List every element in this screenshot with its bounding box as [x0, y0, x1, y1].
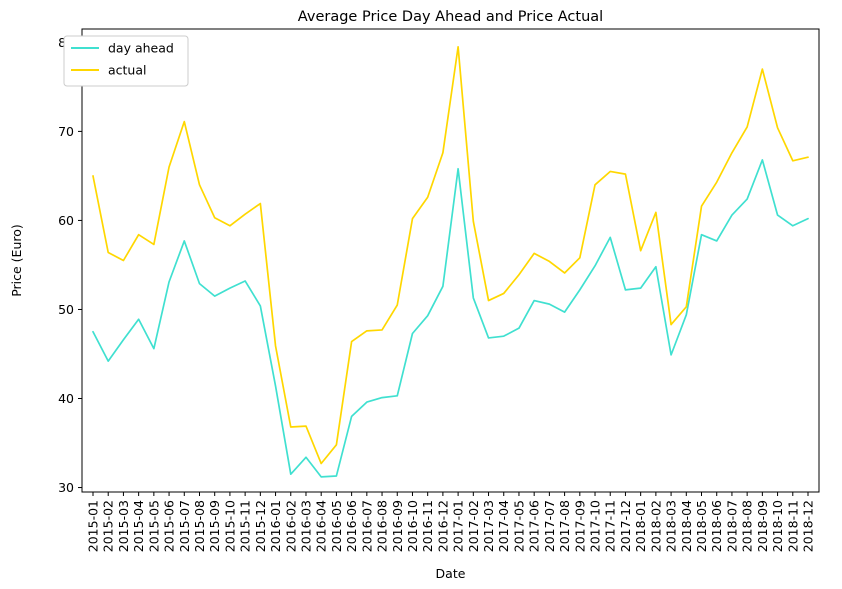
x-tick-label: 2015-01 [86, 500, 101, 552]
x-tick-label: 2017-02 [466, 500, 481, 552]
x-tick-label: 2017-12 [618, 500, 633, 552]
x-tick-label: 2018-12 [801, 500, 816, 552]
x-tick-label: 2015-07 [177, 500, 192, 552]
x-tick-label: 2017-07 [542, 500, 557, 552]
x-tick-label: 2017-09 [572, 500, 587, 552]
x-tick-label: 2016-04 [314, 500, 329, 552]
y-tick-label: 40 [58, 391, 74, 406]
x-tick-label: 2015-06 [162, 500, 177, 552]
x-tick-label: 2017-11 [603, 500, 618, 552]
x-tick-label: 2016-09 [390, 500, 405, 552]
x-tick-label: 2015-08 [192, 500, 207, 552]
x-tick-label: 2015-11 [238, 500, 253, 552]
x-tick-label: 2018-03 [664, 500, 679, 552]
x-tick-label: 2015-03 [116, 500, 131, 552]
x-tick-label: 2015-09 [207, 500, 222, 552]
y-tick-label: 60 [58, 213, 74, 228]
x-tick-label: 2017-08 [557, 500, 572, 552]
x-tick-label: 2016-05 [329, 500, 344, 552]
x-tick-label: 2018-05 [694, 500, 709, 552]
x-tick-label: 2018-08 [740, 500, 755, 552]
y-axis-label: Price (Euro) [9, 224, 24, 297]
x-tick-label: 2016-08 [375, 500, 390, 552]
x-tick-label: 2018-06 [709, 500, 724, 552]
x-tick-label: 2018-07 [724, 500, 739, 552]
x-tick-label: 2017-05 [511, 500, 526, 552]
x-tick-label: 2016-10 [405, 500, 420, 552]
x-tick-label: 2015-02 [101, 500, 116, 552]
x-tick-label: 2016-01 [268, 500, 283, 552]
y-tick-label: 50 [58, 302, 74, 317]
legend-label-day-ahead: day ahead [108, 41, 174, 56]
x-tick-label: 2016-11 [420, 500, 435, 552]
x-tick-label: 2015-04 [131, 500, 146, 552]
plot-frame [81, 28, 820, 493]
y-tick-label: 70 [58, 124, 74, 139]
x-tick-label: 2017-04 [496, 500, 511, 552]
x-tick-label: 2016-12 [435, 500, 450, 552]
x-tick-label: 2017-01 [451, 500, 466, 552]
x-tick-label: 2017-10 [588, 500, 603, 552]
x-axis: 2015-01 2015-02 2015-03 2015-04 2015-05 2015-… [86, 492, 816, 552]
x-tick-label: 2018-02 [648, 500, 663, 552]
x-tick-label: 2016-03 [298, 500, 313, 552]
series-line-actual [92, 45, 809, 465]
x-tick-label: 2015-05 [146, 500, 161, 552]
x-tick-label: 2017-06 [527, 500, 542, 552]
legend-label-actual: actual [108, 63, 147, 78]
x-tick-label: 2015-12 [253, 500, 268, 552]
x-tick-label: 2018-01 [633, 500, 648, 552]
x-tick-label: 2015-10 [222, 500, 237, 552]
x-tick-label: 2018-10 [770, 500, 785, 552]
x-tick-label: 2016-02 [283, 500, 298, 552]
series-line-day-ahead [92, 159, 809, 478]
x-tick-label: 2016-07 [359, 500, 374, 552]
x-tick-label: 2018-09 [755, 500, 770, 552]
x-axis-label: Date [436, 566, 466, 581]
y-tick-label: 30 [58, 480, 74, 495]
series-layer [92, 45, 809, 478]
x-tick-label: 2018-04 [679, 500, 694, 552]
x-tick-label: 2016-06 [344, 500, 359, 552]
x-tick-label: 2018-11 [785, 500, 800, 552]
legend: day ahead actual [63, 35, 189, 87]
y-axis: 304050607080 [58, 35, 82, 495]
x-tick-label: 2017-03 [481, 500, 496, 552]
chart-title: Average Price Day Ahead and Price Actual [298, 9, 603, 25]
